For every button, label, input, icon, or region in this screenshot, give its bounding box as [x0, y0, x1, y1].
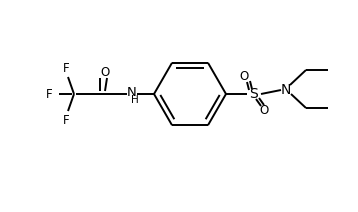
Text: O: O: [260, 105, 268, 117]
Text: O: O: [100, 66, 110, 78]
Text: N: N: [127, 86, 137, 99]
Text: F: F: [63, 61, 69, 74]
Text: F: F: [46, 88, 52, 100]
Text: F: F: [63, 113, 69, 127]
Text: S: S: [250, 87, 258, 101]
Text: H: H: [131, 95, 139, 105]
Text: N: N: [281, 83, 291, 97]
Text: O: O: [240, 71, 248, 84]
